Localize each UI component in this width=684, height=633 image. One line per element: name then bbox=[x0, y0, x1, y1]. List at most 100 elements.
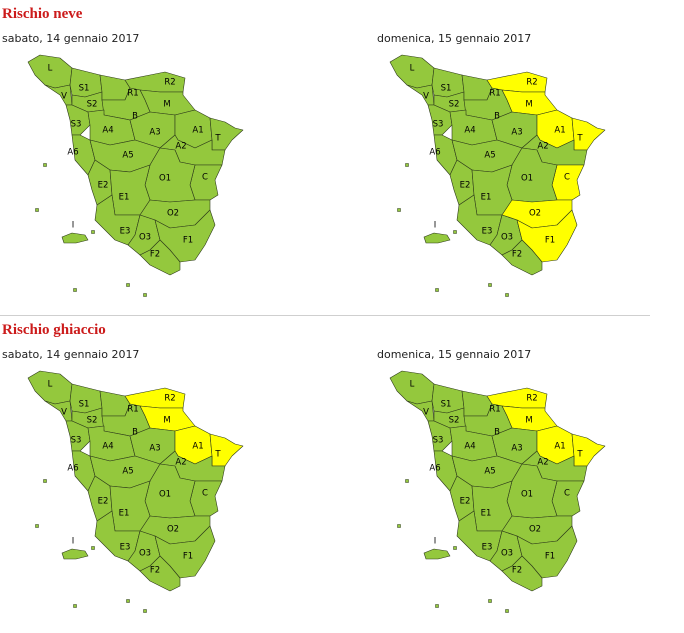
zone-label: E2 bbox=[460, 181, 471, 191]
zone-label: A3 bbox=[511, 128, 522, 138]
zone-label: S1 bbox=[441, 400, 452, 410]
zone-label: S3 bbox=[433, 120, 444, 130]
islet bbox=[435, 604, 439, 608]
zone bbox=[423, 232, 451, 244]
zone bbox=[61, 548, 89, 560]
zone-label: T bbox=[576, 134, 583, 144]
zone bbox=[406, 400, 435, 422]
zone-label: B bbox=[494, 112, 500, 122]
zone-label: A4 bbox=[102, 442, 113, 452]
zone bbox=[461, 74, 493, 101]
islet bbox=[453, 546, 457, 550]
zone-label: R2 bbox=[164, 78, 175, 88]
islet bbox=[405, 479, 409, 483]
zone-label: O2 bbox=[529, 525, 541, 535]
zone-label: A5 bbox=[484, 151, 495, 161]
zone bbox=[461, 390, 493, 417]
zone-label: E3 bbox=[120, 543, 131, 553]
zone bbox=[65, 104, 91, 136]
zone-label: R1 bbox=[127, 89, 138, 99]
islet bbox=[143, 609, 147, 613]
zone-label: V bbox=[61, 92, 67, 102]
islet bbox=[91, 546, 95, 550]
zone-label: B bbox=[132, 428, 138, 438]
zone-label: E2 bbox=[98, 497, 109, 507]
zone bbox=[109, 480, 151, 532]
zone-label: E1 bbox=[481, 193, 492, 203]
zone-label: L bbox=[48, 64, 53, 74]
zone-label: O3 bbox=[139, 233, 151, 243]
zone bbox=[189, 164, 223, 201]
zone-label: F2 bbox=[150, 566, 160, 576]
islet bbox=[397, 208, 401, 212]
map-date: sabato, 14 gennaio 2017 bbox=[2, 348, 139, 361]
zone-label: E2 bbox=[460, 497, 471, 507]
zone-label: L bbox=[48, 380, 53, 390]
islet bbox=[505, 293, 509, 297]
zone bbox=[551, 164, 585, 201]
zone-label: A1 bbox=[554, 126, 565, 136]
zone-label: A4 bbox=[464, 126, 475, 136]
zone-label: R1 bbox=[127, 405, 138, 415]
zone-label: E2 bbox=[98, 181, 109, 191]
zone-label: O2 bbox=[167, 525, 179, 535]
zone bbox=[61, 232, 89, 244]
section-title: Rischio ghiaccio bbox=[2, 322, 106, 338]
zone-label: M bbox=[163, 416, 170, 426]
zone-label: A4 bbox=[464, 442, 475, 452]
zone-label: O1 bbox=[521, 490, 533, 500]
zone-label: M bbox=[525, 100, 532, 110]
zone-label: A1 bbox=[192, 442, 203, 452]
zone-label: A2 bbox=[537, 458, 548, 468]
zone-label: I bbox=[72, 221, 75, 231]
zone bbox=[99, 74, 131, 101]
zone bbox=[65, 420, 91, 452]
zone-label: F1 bbox=[545, 236, 555, 246]
zone-label: C bbox=[564, 489, 570, 499]
zone-label: A6 bbox=[429, 464, 440, 474]
zone-label: S2 bbox=[449, 416, 460, 426]
zone-label: E3 bbox=[482, 543, 493, 553]
zone-label: V bbox=[61, 408, 67, 418]
zone bbox=[44, 84, 73, 106]
zone-label: R1 bbox=[489, 89, 500, 99]
zone bbox=[423, 548, 451, 560]
zone-label: A5 bbox=[484, 467, 495, 477]
islet bbox=[488, 283, 492, 287]
islet bbox=[405, 163, 409, 167]
zone-label: A2 bbox=[537, 142, 548, 152]
zone-label: O3 bbox=[139, 549, 151, 559]
islet bbox=[43, 163, 47, 167]
islet bbox=[91, 230, 95, 234]
zone bbox=[406, 84, 435, 106]
zone-label: S2 bbox=[87, 416, 98, 426]
zone-label: E1 bbox=[119, 509, 130, 519]
zone-label: L bbox=[410, 64, 415, 74]
zone bbox=[427, 420, 453, 452]
islet bbox=[35, 524, 39, 528]
zone bbox=[139, 239, 181, 276]
islet bbox=[435, 288, 439, 292]
zone-label: R2 bbox=[164, 394, 175, 404]
zone-label: R1 bbox=[489, 405, 500, 415]
section-title: Rischio neve bbox=[2, 6, 83, 22]
zone-label: T bbox=[576, 450, 583, 460]
islet bbox=[397, 524, 401, 528]
zone-label: O1 bbox=[159, 174, 171, 184]
zone-label: I bbox=[434, 221, 437, 231]
islet bbox=[73, 604, 77, 608]
zone-label: A6 bbox=[67, 464, 78, 474]
zone bbox=[501, 239, 543, 276]
zone-label: F1 bbox=[183, 236, 193, 246]
zone bbox=[427, 104, 453, 136]
zone-label: V bbox=[423, 92, 429, 102]
zone-label: O2 bbox=[167, 209, 179, 219]
zone-label: A2 bbox=[175, 142, 186, 152]
map-date: domenica, 15 gennaio 2017 bbox=[377, 32, 531, 45]
islet bbox=[126, 283, 130, 287]
zone-label: C bbox=[202, 489, 208, 499]
zone-label: S3 bbox=[433, 436, 444, 446]
zone bbox=[501, 555, 543, 592]
zone-label: A6 bbox=[429, 148, 440, 158]
